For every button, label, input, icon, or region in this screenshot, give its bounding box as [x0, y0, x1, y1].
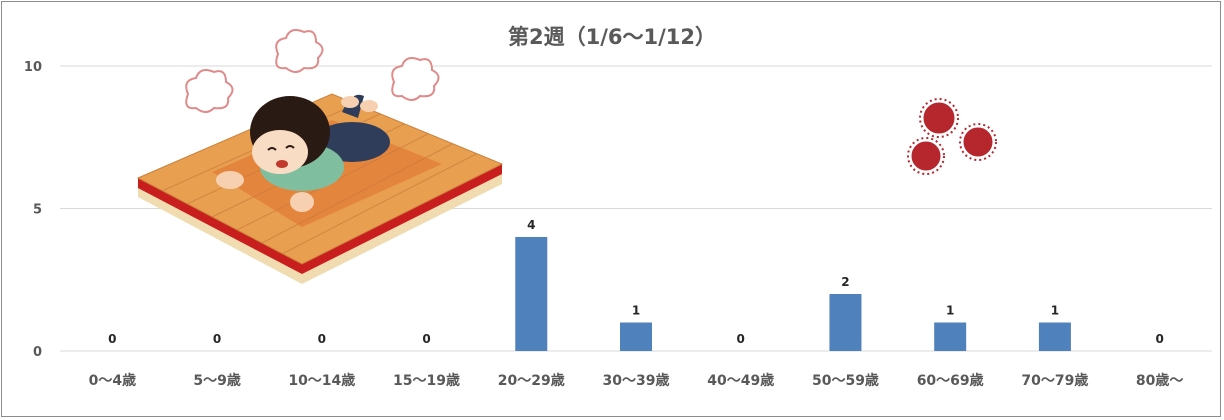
y-tick-label: 0 [33, 345, 42, 360]
y-axis-ticks: 0 5 10 [24, 60, 42, 360]
category-label: 0～4歳 [89, 372, 136, 389]
data-label: 0 [213, 332, 221, 346]
category-label: 50～59歳 [812, 372, 879, 389]
data-label: 0 [1155, 332, 1163, 346]
data-label: 0 [737, 332, 745, 346]
data-labels: 0 0 0 0 4 1 0 2 1 1 0 [108, 218, 1164, 346]
category-label: 5～9歳 [193, 372, 240, 389]
data-label: 0 [318, 332, 326, 346]
category-label: 40～49歳 [707, 372, 774, 389]
data-label: 0 [108, 332, 116, 346]
y-tick-label: 5 [33, 203, 42, 218]
virus-icon [907, 98, 997, 175]
category-label: 15～19歳 [393, 372, 460, 389]
data-label: 1 [946, 304, 954, 318]
category-label: 80歳～ [1136, 372, 1183, 389]
girl-on-heated-floor-illustration [136, 29, 504, 284]
x-axis-categories: 0～4歳 5～9歳 10～14歳 15～19歳 20～29歳 30～39歳 40～49歳 50… [89, 372, 1184, 389]
bar [620, 322, 652, 351]
category-label: 20～29歳 [498, 372, 565, 389]
data-label: 1 [1051, 304, 1059, 318]
category-label: 60～69歳 [917, 372, 984, 389]
y-tick-label: 10 [24, 60, 42, 75]
bar [934, 322, 967, 351]
data-label: 0 [422, 332, 430, 346]
data-label: 1 [632, 304, 640, 318]
bar [515, 237, 548, 351]
bars [515, 237, 1071, 351]
steam-cloud-icon [185, 29, 440, 113]
category-label: 30～39歳 [603, 372, 670, 389]
chart-title: 第2週（1/6～1/12） [508, 25, 716, 49]
category-label: 10～14歳 [288, 372, 355, 389]
category-label: 70～79歳 [1021, 372, 1088, 389]
data-label: 4 [527, 218, 535, 232]
data-label: 2 [841, 275, 849, 289]
bar [829, 294, 862, 351]
bar [1038, 322, 1071, 351]
